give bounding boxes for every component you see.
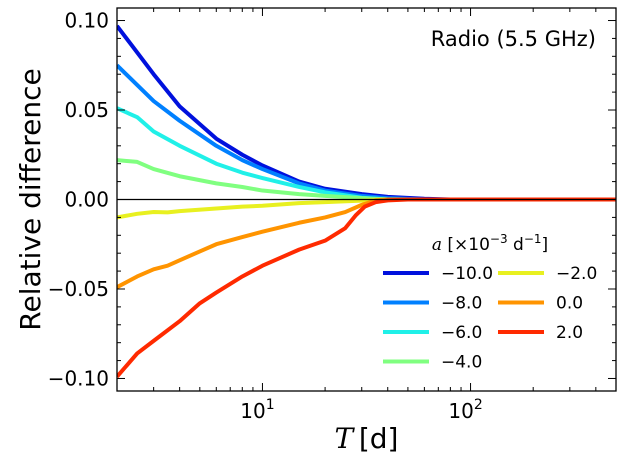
- x-tick-label: 101: [240, 397, 274, 423]
- legend-label-0: −10.0: [441, 264, 493, 284]
- legend: a [×10−3 d−1] −10.0 −8.0 −6.0 −4.0 −2.0 0.0 2.0: [383, 232, 597, 373]
- series-line-2: [117, 106, 616, 202]
- legend-label-3: −4.0: [441, 353, 482, 373]
- legend-label-6: 2.0: [556, 323, 583, 343]
- legend-label-2: −6.0: [441, 323, 482, 343]
- legend-label-5: 0.0: [556, 294, 583, 314]
- y-axis-label: Relative difference: [14, 68, 47, 330]
- chart-annotation: Radio (5.5 GHz): [431, 27, 596, 51]
- x-tick-label: 102: [448, 397, 482, 423]
- y-tick-label: −0.05: [48, 277, 109, 301]
- series-line-0: [117, 24, 616, 202]
- series-line-4: [117, 197, 616, 220]
- y-tick-label: 0.10: [64, 9, 109, 33]
- series-layer: [117, 24, 616, 378]
- y-tick-label: −0.10: [48, 366, 109, 390]
- axis-labels: −0.10 −0.05 0.00 0.05 0.10 101 102 T [d] Relativ…: [14, 9, 596, 455]
- series-line-3: [117, 158, 616, 202]
- x-axis-label: T [d]: [335, 422, 399, 453]
- legend-label-4: −2.0: [556, 264, 597, 284]
- y-tick-label: 0.00: [64, 188, 109, 212]
- legend-label-1: −8.0: [441, 294, 482, 314]
- series-line-5: [117, 197, 616, 289]
- legend-title: a [×10−3 d−1]: [432, 232, 548, 255]
- axis-ticks: [116, 8, 617, 391]
- series-line-6: [117, 197, 616, 378]
- y-tick-label: 0.05: [64, 98, 109, 122]
